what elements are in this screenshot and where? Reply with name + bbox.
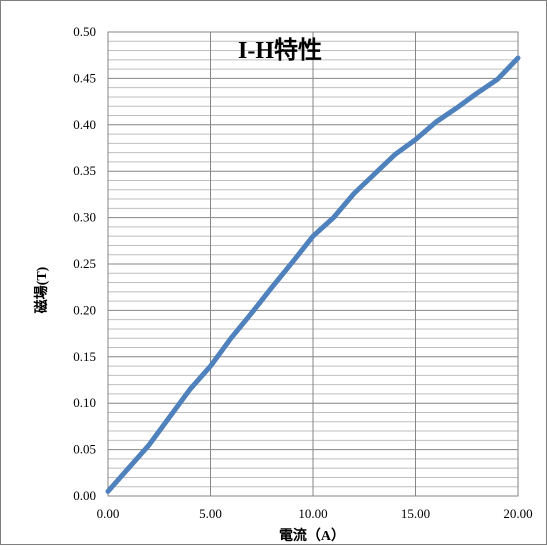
y-tick-label: 0.30: [73, 210, 96, 225]
y-axis-tick-labels: 0.00 0.05 0.10 0.15 0.20 0.25 0.30 0.35 0.40 0.45…: [73, 24, 96, 503]
x-tick-label: 20.00: [503, 506, 532, 521]
series-line: [105, 55, 521, 494]
y-tick-label: 0.20: [73, 302, 96, 317]
x-tick-label: 10.00: [298, 506, 327, 521]
x-tick-label: 0.00: [97, 506, 120, 521]
y-tick-label: 0.25: [73, 256, 96, 271]
x-axis-title: 電流（A）: [279, 527, 345, 544]
chart-title: I-H特性: [238, 37, 322, 64]
series-layer: [105, 55, 521, 494]
y-tick-label: 0.15: [73, 349, 96, 364]
y-tick-label: 0.10: [73, 395, 96, 410]
plot-area-border: [107, 31, 519, 497]
y-tick-label: 0.45: [73, 70, 96, 85]
x-tick-label: 5.00: [199, 506, 222, 521]
y-tick-label: 0.40: [73, 117, 96, 132]
y-axis-title: 磁場(T): [33, 266, 50, 313]
y-tick-label: 0.00: [73, 488, 96, 503]
x-tick-label: 15.00: [401, 506, 430, 521]
y-tick-label: 0.35: [73, 163, 96, 178]
major-gridlines: [108, 32, 518, 496]
x-axis-tick-labels: 0.00 5.00 10.00 15.00 20.00: [97, 506, 533, 521]
y-tick-label: 0.50: [73, 24, 96, 39]
y-tick-label: 0.05: [73, 442, 96, 457]
